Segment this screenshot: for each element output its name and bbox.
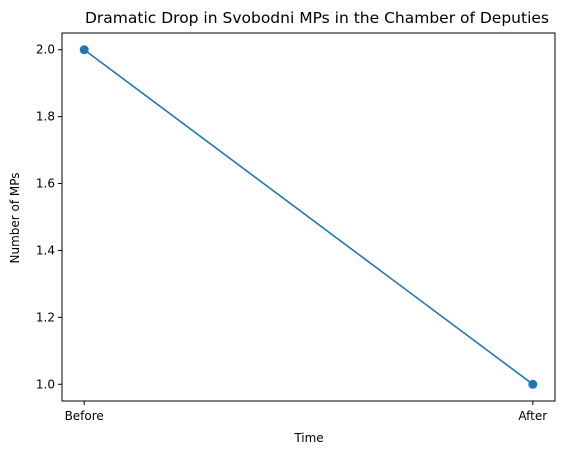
chart-title: Dramatic Drop in Svobodni MPs in the Cha… (85, 9, 549, 27)
plot-frame (61, 32, 556, 402)
x-axis-label: Time (293, 431, 323, 445)
series-line (83, 49, 534, 385)
data-point (79, 45, 89, 55)
y-axis-label: Number of MPs (8, 172, 22, 263)
series-layer (79, 45, 538, 389)
y-tick-label: 2.0 (36, 43, 55, 57)
y-tick-label: 1.6 (36, 177, 55, 191)
x-tick-label: Before (65, 409, 104, 423)
data-point (528, 379, 538, 389)
y-tick-label: 1.8 (36, 110, 55, 124)
x-axis-ticks: Before After (65, 401, 547, 423)
y-tick-label: 1.0 (36, 377, 55, 391)
y-axis-ticks: 1.0 1.2 1.4 1.6 1.8 2.0 (36, 43, 62, 391)
y-tick-label: 1.2 (36, 310, 55, 324)
x-tick-label: After (518, 409, 547, 423)
y-tick-label: 1.4 (36, 243, 55, 257)
